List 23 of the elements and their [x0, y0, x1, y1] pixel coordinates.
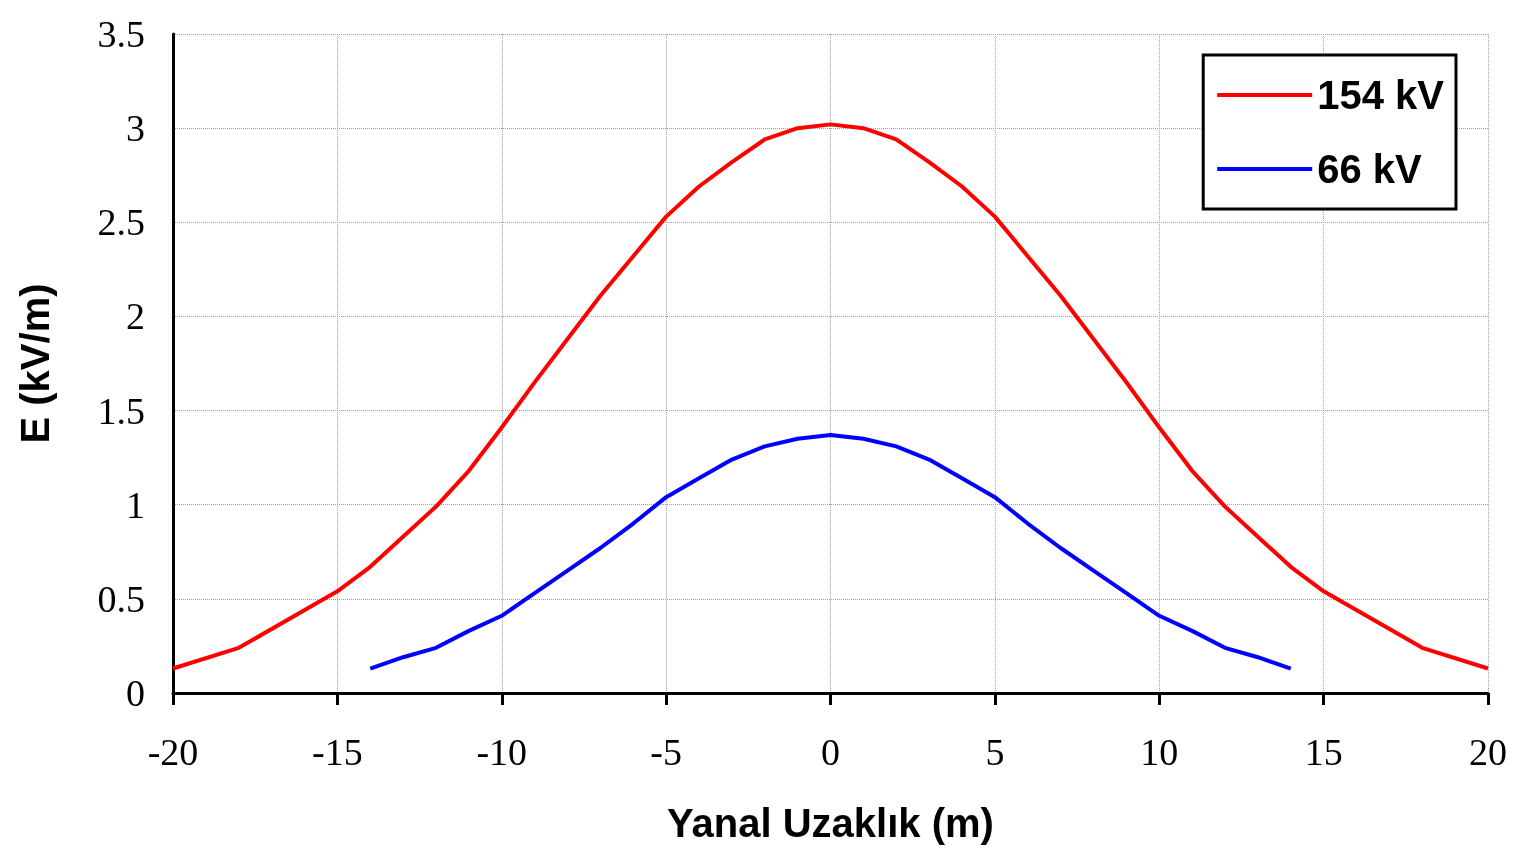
y-tick-label: 3.5	[97, 13, 145, 55]
y-tick-label: 3	[126, 107, 145, 150]
x-tick-label: 0	[821, 731, 840, 773]
x-tick-label: 5	[985, 731, 1005, 773]
y-tick-label: 0	[126, 672, 145, 714]
legend-label: 154 kV	[1317, 73, 1445, 117]
line-series	[171, 122, 1490, 671]
legend-label: 66 kV	[1317, 147, 1423, 191]
x-tick-label: 15	[1304, 731, 1343, 773]
x-axis-title: Yanal Uzaklık (m)	[667, 801, 994, 845]
y-tick-label: 1	[126, 483, 145, 526]
y-tick-label: 2.5	[97, 201, 145, 244]
x-tick-label: -15	[312, 731, 363, 773]
x-tick-label: 10	[1140, 731, 1179, 773]
x-tick-label: 20	[1469, 731, 1507, 773]
line-series	[368, 433, 1293, 671]
x-tick-label: -10	[476, 731, 528, 773]
x-tick-label: -5	[650, 731, 682, 773]
y-tick-label: 1.5	[97, 389, 145, 432]
y-axis-title: E (kV/m)	[13, 283, 57, 444]
y-tick-label: 2	[126, 295, 145, 338]
y-tick-label: 0.5	[97, 577, 145, 620]
x-tick-label: -20	[147, 731, 199, 773]
